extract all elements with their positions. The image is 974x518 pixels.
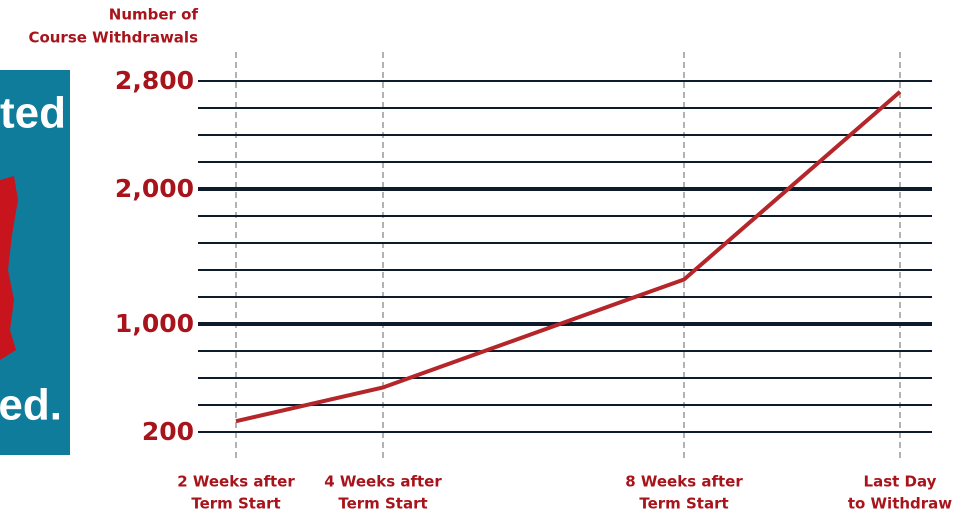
sidebar-top-text: ted [0, 89, 66, 138]
x-tick-label: Last Day [864, 473, 937, 491]
sidebar-shape [0, 176, 18, 360]
y-axis-label: Course Withdrawals [28, 29, 198, 47]
x-tick-label: Term Start [338, 495, 427, 513]
sidebar-bottom-text: ed. [0, 381, 62, 430]
y-tick-label: 1,000 [115, 309, 194, 338]
data-line [235, 90, 902, 424]
sidebar-panel [0, 70, 70, 455]
x-tick-label: Term Start [639, 495, 728, 513]
y-tick-label: 200 [142, 417, 194, 446]
x-tick-label: to Withdraw [848, 495, 952, 513]
y-tick-label: 2,000 [115, 174, 194, 203]
x-tick-label: Term Start [191, 495, 280, 513]
x-tick-label: 8 Weeks after [625, 473, 743, 491]
y-axis-label: Number of [109, 6, 199, 24]
y-tick-label: 2,800 [115, 66, 194, 95]
x-tick-label: 4 Weeks after [324, 473, 442, 491]
x-tick-label: 2 Weeks after [177, 473, 295, 491]
